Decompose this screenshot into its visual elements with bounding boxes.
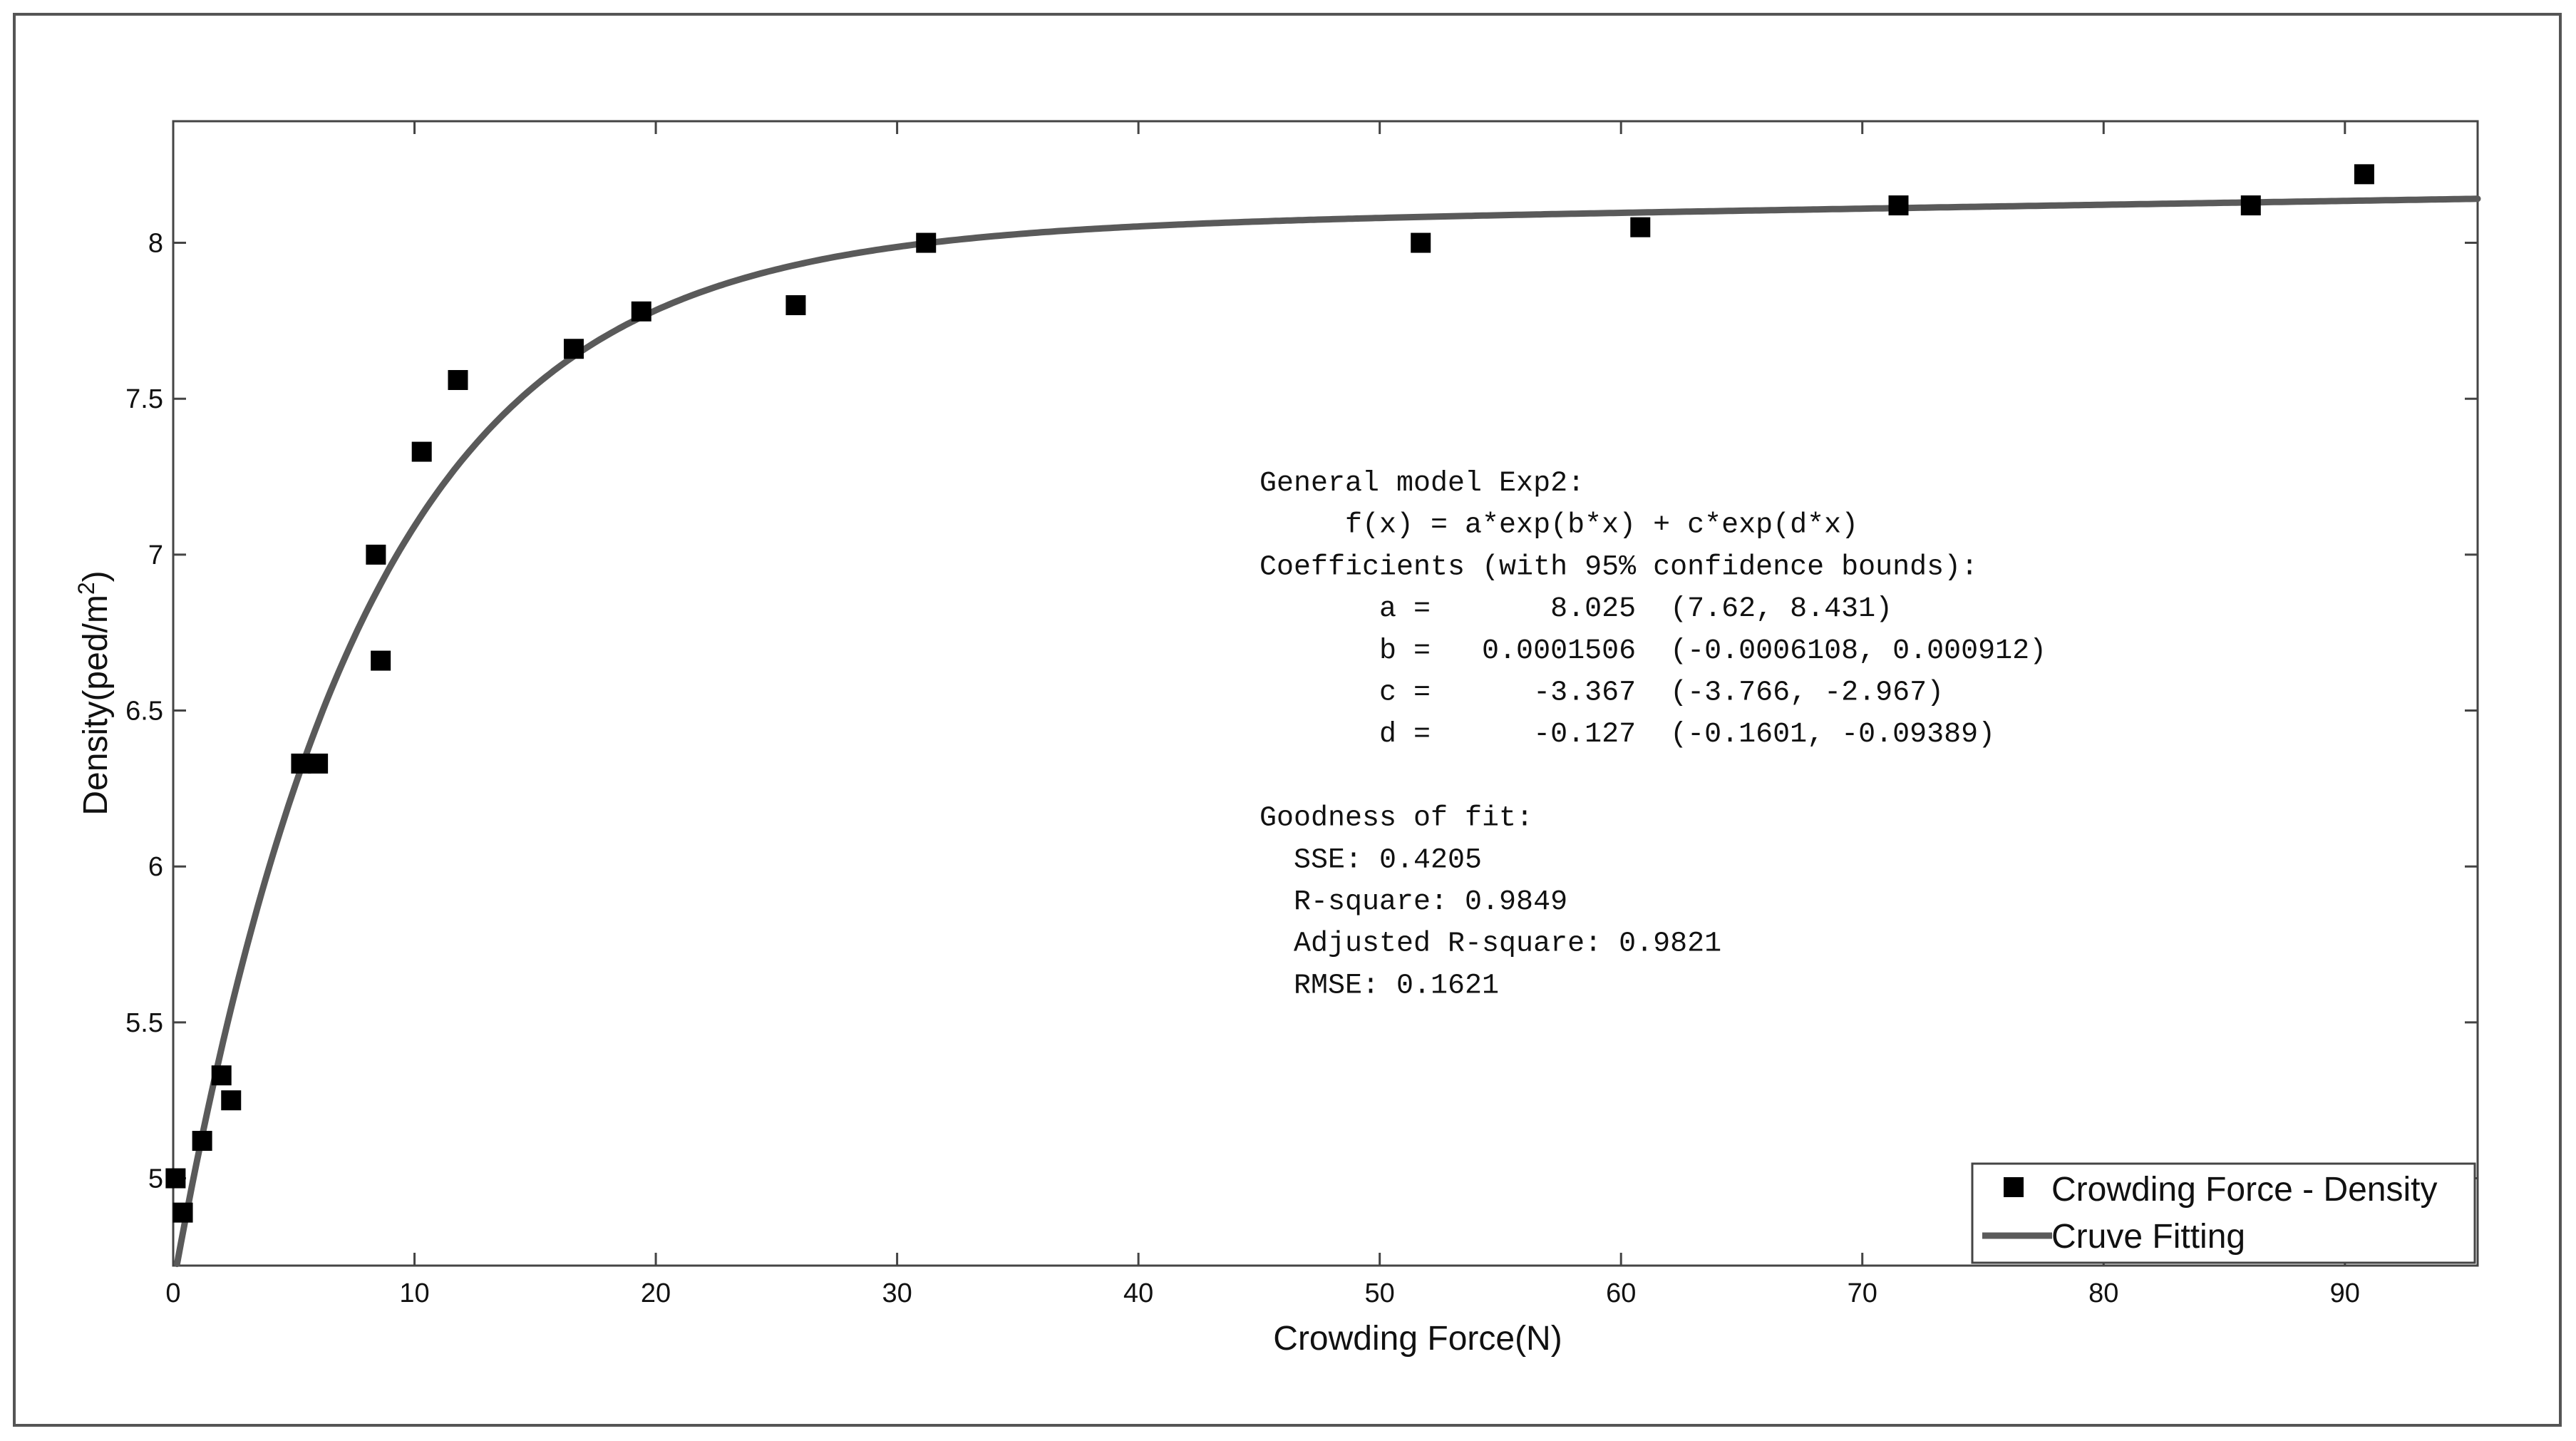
annotation-line: c = -3.367 (-3.766, -2.967) [1259,677,1944,709]
y-axis-label-close: ) [77,570,115,582]
data-point [165,1168,186,1189]
legend-marker-square [2004,1177,2024,1197]
data-point [308,753,329,774]
plot-area [172,120,2479,1267]
data-point [563,339,584,359]
data-point [1888,195,1909,216]
y-tick-label: 8 [148,229,163,259]
x-tick-label: 20 [641,1278,671,1308]
annotation-line: Goodness of fit: [1259,803,1533,835]
data-point [291,753,311,774]
data-point [366,544,386,565]
data-point [221,1090,242,1111]
annotation-line: b = 0.0001506 (-0.0006108, 0.000912) [1259,635,2046,667]
y-axis-label-sup: 2 [73,582,99,595]
y-tick-label: 5.5 [125,1008,163,1038]
annotation-line: R-square: 0.9849 [1259,886,1567,918]
x-tick-label: 70 [1848,1278,1877,1308]
fit-annotation: General model Exp2: f(x) = a*exp(b*x) + … [1259,468,2046,1002]
x-axis-ticks: 0 10 20 30 40 50 60 70 80 90 [165,121,2360,1308]
data-point [192,1131,212,1152]
data-point [371,650,391,671]
x-tick-label: 80 [2088,1278,2118,1308]
fit-curve [173,195,2481,1268]
x-axis-label: Crowding Force(N) [1273,1320,1562,1358]
y-axis-ticks: 5 5.5 6 6.5 7 7.5 8 [125,229,2478,1194]
y-axis-label: Density(ped/m2) [73,570,115,815]
annotation-line: Adjusted R-square: 0.9821 [1259,928,1721,960]
data-point [411,441,432,462]
x-tick-label: 0 [165,1278,180,1308]
x-tick-label: 60 [1606,1278,1636,1308]
annotation-line: RMSE: 0.1621 [1259,970,1499,1002]
x-tick-label: 40 [1123,1278,1153,1308]
legend-label-scatter: Crowding Force - Density [2051,1171,2438,1209]
y-tick-label: 6.5 [125,697,163,727]
data-point [916,232,937,253]
x-tick-label: 50 [1365,1278,1395,1308]
data-point [448,369,468,390]
scatter-points [165,164,2374,1223]
data-point [1411,232,1431,253]
annotation-line: General model Exp2: [1259,468,1585,500]
legend-label-fit: Cruve Fitting [2051,1218,2245,1256]
data-point [631,301,651,322]
data-point [2354,164,2374,185]
annotation-line: SSE: 0.4205 [1259,844,1482,876]
y-tick-label: 7.5 [125,384,163,414]
y-tick-label: 5 [148,1164,163,1194]
annotation-line: d = -0.127 (-0.1601, -0.09389) [1259,719,1995,751]
y-tick-label: 7 [148,540,163,570]
x-tick-label: 10 [399,1278,429,1308]
annotation-line: f(x) = a*exp(b*x) + c*exp(d*x) [1259,510,1858,542]
legend: Crowding Force - Density Cruve Fitting [1971,1162,2476,1264]
legend-box [1971,1162,2476,1264]
x-tick-label: 30 [882,1278,912,1308]
data-point [2240,195,2261,216]
x-tick-label: 90 [2330,1278,2360,1308]
data-point [172,1202,193,1223]
y-tick-label: 6 [148,852,163,882]
annotation-line: Coefficients (with 95% confidence bounds… [1259,551,1978,583]
annotation-line: a = 8.025 (7.62, 8.431) [1259,593,1892,625]
data-point [211,1065,232,1086]
y-axis-label-main: Density(ped/m [77,595,115,815]
data-point [785,295,806,316]
data-point [1630,217,1651,237]
